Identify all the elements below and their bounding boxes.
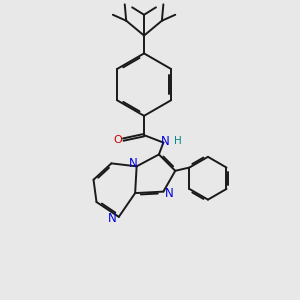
Text: N: N [108,212,117,225]
Text: H: H [174,136,182,146]
Text: O: O [113,135,122,145]
Text: N: N [160,135,169,148]
Text: N: N [128,157,137,170]
Text: N: N [165,187,174,200]
